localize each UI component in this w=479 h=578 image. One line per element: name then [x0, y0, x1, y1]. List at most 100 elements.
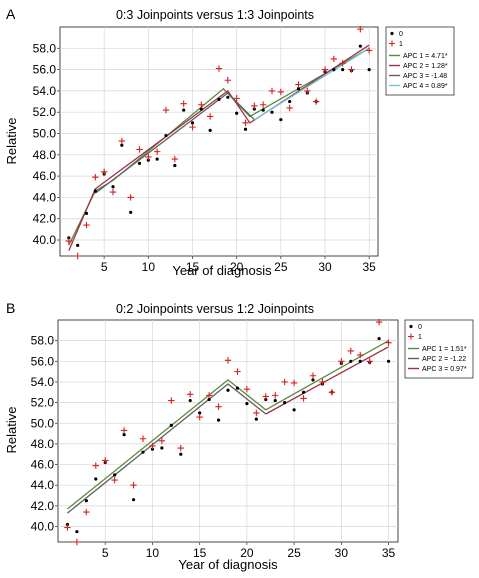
fit-lines [68, 44, 370, 251]
legend-label: APC 1 = 4.71* [403, 53, 448, 60]
x-tick-label: 5 [102, 546, 109, 560]
data-point-0 [341, 68, 345, 72]
fit-line [265, 346, 389, 415]
data-point-0 [198, 411, 202, 415]
data-point-1 [168, 397, 175, 404]
y-tick-label: 46.0 [31, 458, 55, 472]
legend-label: APC 3 = 0.97* [422, 366, 467, 373]
y-tick-label: 58.0 [31, 334, 55, 348]
y-tick-label: 48.0 [31, 437, 55, 451]
chart-panel-a: A 0:3 Joinpoints versus 1:3 Joinpoints 5… [4, 6, 455, 278]
data-point-0 [199, 107, 203, 111]
data-point-1 [309, 372, 317, 379]
data-point-1 [206, 113, 214, 120]
data-point-0 [113, 473, 117, 477]
legend-marker-plus [408, 333, 414, 340]
data-point-0 [358, 359, 362, 363]
data-point-1 [171, 155, 179, 163]
plot-frame [57, 319, 399, 543]
data-point-1 [272, 392, 279, 399]
y-ticks: 40.0 42.0 44.0 46.0 48.0 50.0 52.0 54.0 56.0 58.0 [31, 334, 58, 534]
data-point-1 [295, 81, 302, 88]
data-point-0 [122, 433, 126, 437]
data-point-1 [130, 482, 137, 489]
fit-line [66, 340, 389, 510]
data-point-0 [120, 143, 124, 147]
data-point-1 [339, 60, 346, 67]
data-point-1 [205, 392, 213, 399]
y-tick-label: 40.0 [31, 520, 55, 534]
data-point-0 [386, 359, 391, 363]
data-point-1 [198, 101, 205, 108]
data-point-0 [173, 163, 177, 168]
data-point-0 [217, 97, 221, 102]
x-ticks: 5 10 15 20 25 30 35 [101, 256, 376, 274]
y-tick-label: 48.0 [33, 148, 57, 162]
y-tick-label: 44.0 [31, 478, 55, 492]
x-tick-label: 30 [318, 260, 332, 274]
data-point-1 [196, 413, 203, 421]
data-point-1 [215, 403, 222, 410]
data-point-1 [118, 137, 126, 145]
data-point-1 [375, 318, 383, 326]
data-point-0 [111, 185, 115, 189]
x-tick-label: 35 [362, 260, 376, 274]
data-point-1 [281, 378, 288, 386]
data-point-1 [251, 102, 258, 110]
legend-marker-dot [390, 31, 394, 36]
chart-title: 0:3 Joinpoints versus 1:3 Joinpoints [116, 8, 314, 22]
fit-line [94, 92, 255, 194]
data-point-1 [127, 194, 134, 201]
legend-label: 0 [399, 31, 403, 38]
y-tick-label: 58.0 [33, 41, 57, 55]
data-point-1 [65, 237, 73, 245]
chart-title: 0:2 Joinpoints versus 1:2 Joinpoints [116, 302, 314, 316]
legend-label: 1 [418, 334, 422, 341]
data-point-0 [182, 108, 186, 112]
data-point-0 [332, 68, 336, 72]
data-point-1 [136, 146, 143, 153]
data-point-0 [358, 44, 362, 48]
y-tick-label: 54.0 [33, 84, 57, 98]
x-tick-label: 20 [240, 546, 254, 560]
data-point-1 [177, 444, 184, 452]
legend-label: APC 1 = 1.51* [422, 346, 467, 353]
data-point-0 [235, 386, 240, 390]
data-point-0 [94, 477, 98, 481]
data-point-0 [235, 111, 239, 115]
y-ticks: 40.0 42.0 44.0 46.0 48.0 50.0 52.0 54.0 56.0 58.0 [33, 41, 60, 247]
x-tick-label: 30 [335, 546, 349, 560]
x-tick-label: 20 [230, 260, 244, 274]
data-point-0 [188, 398, 192, 403]
data-point-1 [300, 395, 307, 402]
data-point-0 [254, 417, 258, 421]
x-tick-label: 25 [287, 546, 301, 560]
data-point-1 [330, 55, 338, 63]
data-point-0 [288, 99, 292, 104]
data-point-1 [262, 393, 269, 400]
data-point-0 [129, 210, 133, 214]
x-tick-label: 5 [101, 260, 108, 274]
data-point-0 [243, 127, 248, 131]
data-point-1 [158, 437, 166, 445]
data-point-0 [155, 157, 159, 161]
data-point-0 [245, 402, 249, 406]
y-tick-label: 50.0 [31, 416, 55, 430]
data-point-0 [292, 408, 296, 412]
data-point-1 [290, 379, 298, 387]
data-point-1 [348, 66, 355, 73]
data-point-0 [226, 388, 230, 392]
data-point-1 [328, 389, 336, 396]
plot-frame [59, 26, 379, 257]
legend-label: APC 2 = 1.28* [403, 63, 448, 70]
x-axis-label: Year of diagnosis [178, 557, 278, 572]
y-tick-label: 50.0 [33, 127, 57, 141]
data-point-1 [149, 442, 156, 450]
data-point-0 [207, 397, 211, 402]
data-point-0 [296, 87, 301, 91]
y-tick-label: 52.0 [33, 105, 57, 119]
x-tick-label: 10 [142, 260, 156, 274]
